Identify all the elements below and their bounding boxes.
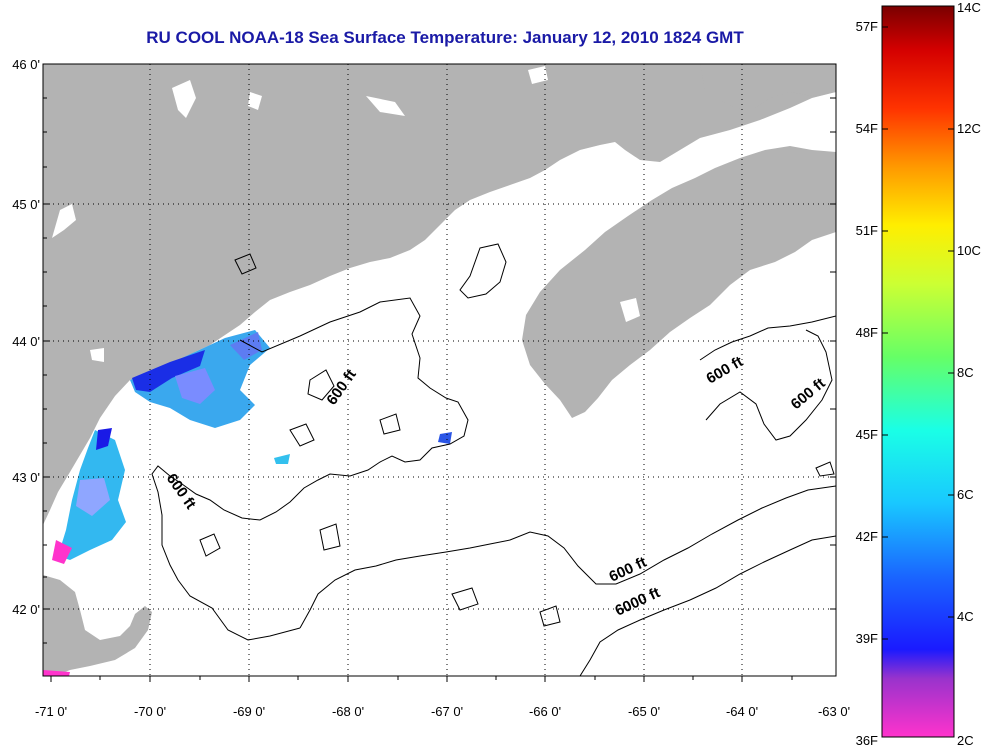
land-mainland [43, 64, 836, 525]
colorbar-c-12: 12C [957, 121, 981, 136]
colorbar-ticks [882, 26, 954, 640]
colorbar-f-57: 57F [855, 19, 878, 34]
lon-label-70: -70 0' [133, 704, 167, 719]
colorbar-c-4: 4C [957, 609, 974, 624]
lon-label-68: -68 0' [331, 704, 365, 719]
colorbar-f-48: 48F [855, 325, 878, 340]
colorbar-c-14: 14C [957, 0, 981, 15]
lon-label-69: -69 0' [232, 704, 266, 719]
map-frame [42, 63, 837, 677]
lon-label-63: -63 0' [817, 704, 851, 719]
colorbar-c-6: 6C [957, 487, 974, 502]
map-title: RU COOL NOAA-18 Sea Surface Temperature:… [146, 28, 744, 47]
axis-ticks [43, 63, 836, 682]
colorbar-f-36: 36F [855, 733, 878, 748]
colorbar-f-39: 39F [855, 631, 878, 646]
land-cape-cod [43, 575, 152, 676]
colorbar-c-8: 8C [957, 365, 974, 380]
lon-label-67: -67 0' [430, 704, 464, 719]
bathymetry-contours [151, 243, 836, 676]
colorbar-f-42: 42F [855, 529, 878, 544]
lat-label-43: 43 0' [12, 470, 40, 485]
grid-lines [43, 64, 836, 676]
colorbar-f-54: 54F [855, 121, 878, 136]
colorbar [881, 5, 955, 738]
colorbar-f-51: 51F [855, 223, 878, 238]
lon-label-66: -66 0' [528, 704, 562, 719]
lat-label-42: 42 0' [12, 602, 40, 617]
lat-label-46: 46 0' [12, 57, 40, 72]
lon-label-71: -71 0' [34, 704, 68, 719]
colorbar-c-2: 2C [957, 733, 974, 748]
lat-label-45: 45 0' [12, 197, 40, 212]
lon-label-64: -64 0' [725, 704, 759, 719]
lon-label-65: -65 0' [627, 704, 661, 719]
colorbar-c-10: 10C [957, 243, 981, 258]
land-nova-scotia [522, 146, 836, 418]
land-pei [700, 64, 836, 110]
lat-label-44: 44 0' [12, 334, 40, 349]
colorbar-f-45: 45F [855, 427, 878, 442]
